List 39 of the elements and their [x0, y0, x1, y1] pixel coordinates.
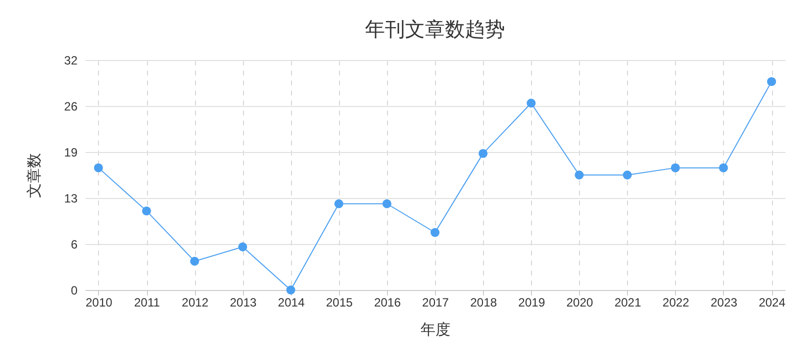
y-tick-label: 0	[70, 284, 78, 298]
point	[190, 256, 200, 266]
x-tick-label: 2012	[182, 296, 209, 310]
y-axis-title: 文章数	[26, 153, 44, 198]
point	[574, 170, 584, 180]
point	[94, 163, 103, 172]
point	[478, 148, 488, 158]
y-tick-label: 6	[70, 238, 78, 252]
x-tick-label: 2015	[326, 296, 354, 310]
y-tick-label: 13	[64, 192, 78, 206]
x-tick-label: 2022	[662, 296, 690, 310]
x-tick-label: 2024	[758, 296, 786, 310]
chart-title: 年刊文章数趋势	[365, 19, 505, 41]
x-tick-label: 2020	[566, 296, 594, 310]
point	[430, 228, 440, 237]
point	[382, 199, 392, 208]
y-tick-label: 26	[64, 100, 78, 114]
point	[238, 242, 248, 252]
x-tick-label: 2010	[86, 296, 113, 310]
x-tick-label: 2017	[422, 296, 450, 310]
x-tick-label: 2023	[710, 296, 738, 310]
point	[142, 206, 152, 216]
y-tick-label: 32	[64, 54, 78, 68]
point	[718, 163, 728, 172]
y-tick-label: 19	[64, 146, 78, 160]
x-tick-label: 2018	[470, 296, 498, 310]
x-tick-label: 2014	[278, 296, 305, 310]
point	[526, 98, 536, 108]
x-tick-label: 2011	[134, 296, 160, 310]
point	[670, 163, 680, 172]
x-tick-label: 2021	[614, 296, 642, 310]
x-tick-label: 2013	[230, 296, 257, 310]
point	[286, 286, 296, 294]
point	[622, 170, 632, 180]
point	[334, 199, 344, 208]
x-axis-title: 年度	[420, 322, 450, 338]
point	[767, 77, 776, 86]
x-tick-label: 2016	[374, 296, 402, 310]
x-tick-label: 2019	[518, 296, 546, 310]
